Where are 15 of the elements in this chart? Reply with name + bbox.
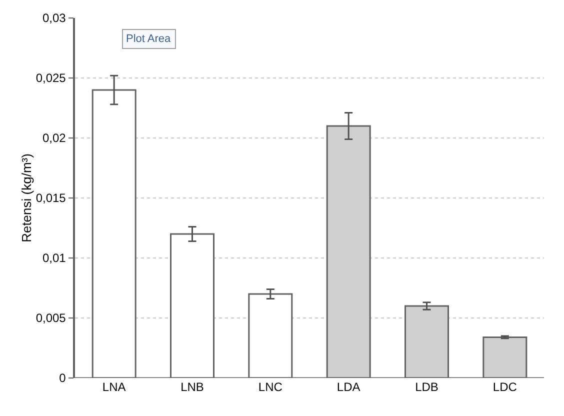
x-tick-label: LDA [336, 380, 360, 394]
y-tick-label: 0,01 [42, 251, 66, 266]
y-tick-label: 0,03 [42, 11, 66, 26]
x-tick-label: LNB [180, 380, 204, 394]
y-tick-label: 0,015 [36, 191, 66, 206]
x-tick-label: LNA [102, 380, 126, 394]
y-axis-title: Retensi (kg/m³) [18, 154, 34, 242]
y-tick-label: 0,005 [36, 311, 66, 326]
y-tick-label: 0,025 [36, 71, 66, 86]
x-tick-label: LDB [415, 380, 438, 394]
x-tick-label: LNC [258, 380, 283, 394]
y-tick-label: 0 [59, 371, 66, 386]
annotation: Plot Area [126, 33, 172, 45]
y-tick-label: 0,02 [42, 131, 66, 146]
x-tick-label: LDC [492, 380, 518, 394]
